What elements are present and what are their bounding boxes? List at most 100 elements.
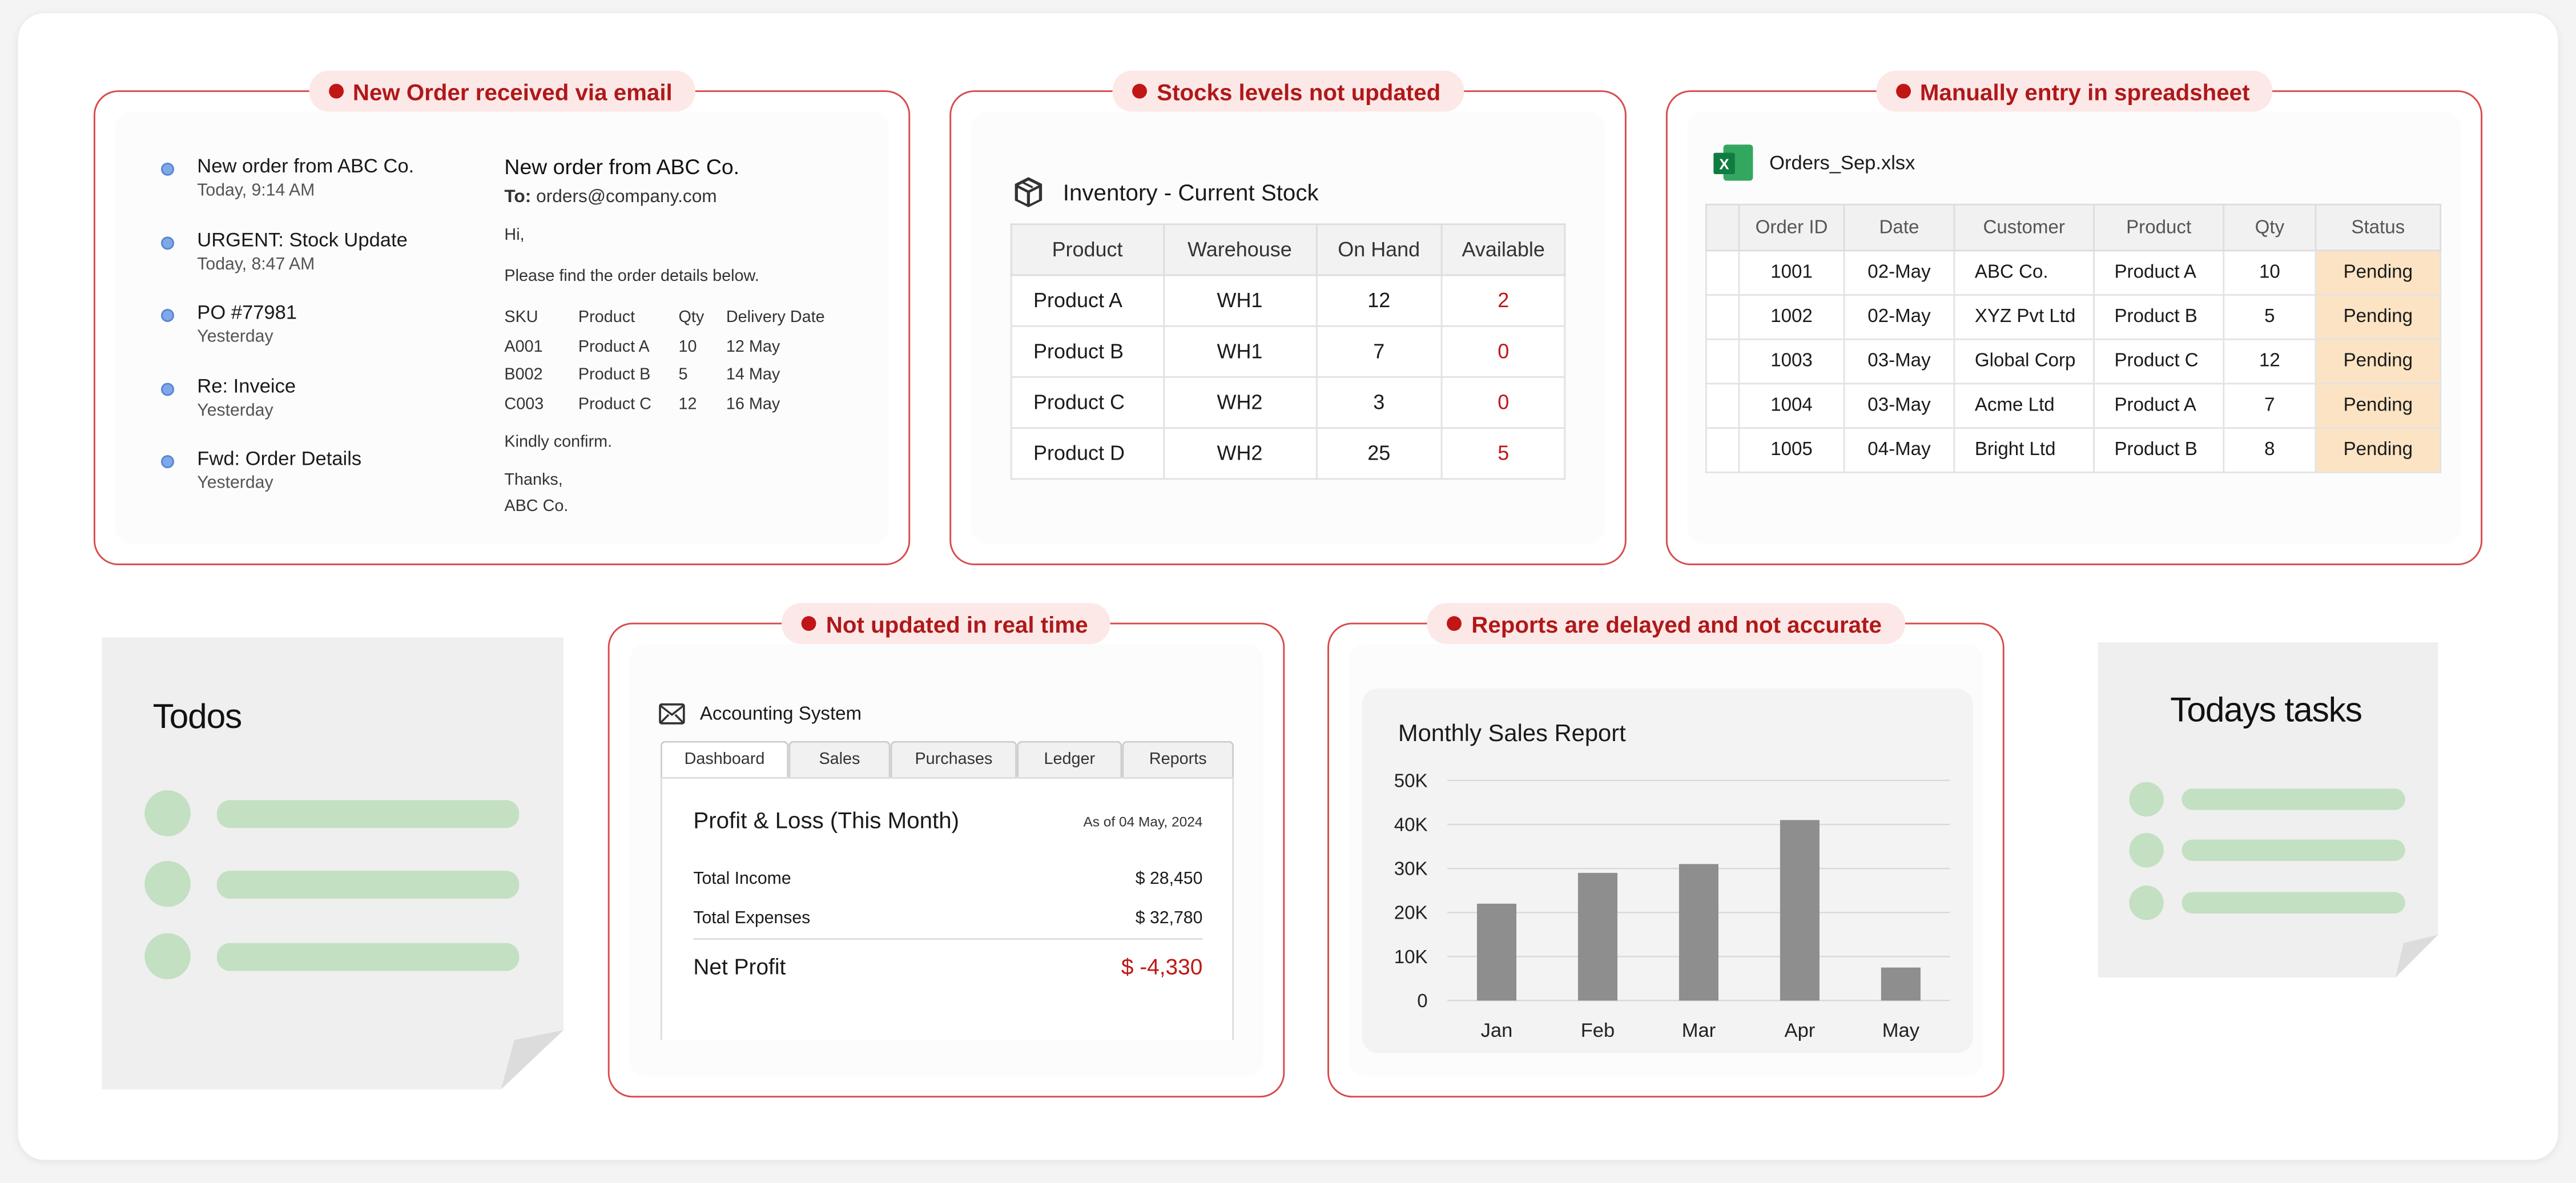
row-handle[interactable] — [1705, 383, 1740, 429]
report-pill: Reports are delayed and not accurate — [1427, 603, 1905, 645]
unread-dot-icon — [161, 162, 175, 176]
tab-purchases[interactable]: Purchases — [890, 741, 1017, 778]
x-tick-label: Mar — [1682, 1020, 1716, 1041]
email-list-item[interactable]: URGENT: Stock Update Today, 8:47 AM — [161, 228, 440, 301]
sheet-cell[interactable]: 02-May — [1843, 250, 1955, 296]
tab-ledger[interactable]: Ledger — [1017, 741, 1122, 778]
task-placeholder-bar — [2181, 839, 2405, 861]
sheet-cell[interactable]: Pending — [2315, 294, 2442, 340]
sheet-cell[interactable]: XYZ Pvt Ltd — [1953, 294, 2095, 340]
alert-dot-icon — [801, 616, 816, 631]
email-list-item[interactable]: Re: Inveice Yesterday — [161, 374, 440, 447]
spreadsheet-app: X Orders_Sep.xlsx Order ID Date Customer Pr… — [1687, 111, 2461, 544]
row-handle[interactable] — [1705, 203, 1740, 252]
sheet-cell[interactable]: Product A — [2093, 383, 2225, 429]
sheet-cell[interactable]: 1005 — [1738, 427, 1845, 473]
sheet-cell[interactable]: 03-May — [1843, 338, 1955, 385]
to-address: orders@company.com — [536, 187, 717, 207]
sheet-cell[interactable]: 5 — [2223, 294, 2317, 340]
sheet-row: 1005 04-May Bright Ltd Product B 8 Pending — [1705, 427, 2442, 473]
sheet-cell[interactable]: Pending — [2315, 338, 2442, 385]
divider — [693, 938, 1203, 940]
pill-label: Reports are delayed and not accurate — [1471, 610, 1882, 637]
sku-cell: Product B — [578, 367, 651, 385]
sheet-cell[interactable]: 03-May — [1843, 383, 1955, 429]
sheet-cell[interactable]: 1004 — [1738, 383, 1845, 429]
sheet-cell[interactable]: Product C — [2093, 338, 2225, 385]
sheet-cell[interactable]: Pending — [2315, 250, 2442, 296]
row-handle[interactable] — [1705, 338, 1740, 385]
box-icon — [1015, 177, 1043, 208]
sku-cell: 5 — [678, 367, 688, 385]
y-tick-label: 10K — [1394, 947, 1428, 968]
sheet-header-cell[interactable]: Status — [2315, 203, 2442, 252]
sales-report-card: Monthly Sales Report 0 10K 20K 30K 40K 50K Jan… — [1362, 688, 1973, 1053]
sheet-cell[interactable]: 1001 — [1738, 250, 1845, 296]
unread-dot-icon — [161, 382, 175, 396]
inventory-header-row: Product Warehouse On Hand Available — [1010, 223, 1566, 276]
inventory-cell: 5 — [1441, 427, 1566, 480]
sheet-cell[interactable]: 04-May — [1843, 427, 1955, 473]
email-item-title: PO #77981 — [197, 300, 297, 324]
tab-reports[interactable]: Reports — [1122, 741, 1234, 778]
inventory-header: Inventory - Current Stock — [1011, 174, 1319, 210]
task-item — [2129, 886, 2405, 920]
sheet-cell[interactable]: Product B — [2093, 294, 2225, 340]
sheet-cell[interactable]: 1003 — [1738, 338, 1845, 385]
sheet-cell[interactable]: 10 — [2223, 250, 2317, 296]
sheet-row: 1001 02-May ABC Co. Product A 10 Pending — [1705, 250, 2442, 296]
inventory-cell: 0 — [1441, 325, 1566, 378]
inventory-cell: 3 — [1315, 376, 1443, 429]
sheet-cell[interactable]: Bright Ltd — [1953, 427, 2095, 473]
bar-mar[interactable] — [1679, 864, 1718, 1001]
row-handle[interactable] — [1705, 294, 1740, 340]
sheet-cell[interactable]: Product B — [2093, 427, 2225, 473]
sku-header-cell: SKU — [504, 309, 538, 328]
sheet-cell[interactable]: Acme Ltd — [1953, 383, 2095, 429]
sheet-cell[interactable]: ABC Co. — [1953, 250, 2095, 296]
sheet-cell[interactable]: 7 — [2223, 383, 2317, 429]
sheet-header-cell[interactable]: Order ID — [1738, 203, 1845, 252]
sheet-header-cell[interactable]: Qty — [2223, 203, 2317, 252]
sheet-cell[interactable]: 12 — [2223, 338, 2317, 385]
email-item-date: Yesterday — [197, 327, 273, 347]
inventory-cell: 7 — [1315, 325, 1443, 378]
email-subject: New order from ABC Co. — [504, 154, 740, 179]
sheet-header-cell[interactable]: Date — [1843, 203, 1955, 252]
tab-dashboard[interactable]: Dashboard — [660, 741, 789, 778]
inventory-header-cell: Available — [1441, 223, 1566, 276]
bar-jan[interactable] — [1476, 903, 1517, 1001]
sheet-cell[interactable]: 02-May — [1843, 294, 1955, 340]
row-handle[interactable] — [1705, 250, 1740, 296]
y-tick-label: 40K — [1394, 814, 1428, 835]
sheet-header-cell[interactable]: Product — [2093, 203, 2225, 252]
inventory-pill: Stocks levels not updated — [1112, 70, 1464, 112]
sheet-cell[interactable]: Pending — [2315, 427, 2442, 473]
inventory-header-cell: On Hand — [1315, 223, 1443, 276]
todo-item — [144, 790, 520, 836]
email-list-item[interactable]: New order from ABC Co. Today, 9:14 AM — [161, 154, 440, 227]
pill-label: New Order received via email — [352, 78, 673, 104]
file-name[interactable]: Orders_Sep.xlsx — [1769, 151, 1915, 175]
email-list-item[interactable]: Fwd: Order Details Yesterday — [161, 447, 440, 520]
bar-may[interactable] — [1881, 967, 1921, 1001]
task-placeholder-bar — [2181, 892, 2405, 914]
todo-checkbox-icon — [144, 790, 191, 836]
row-handle[interactable] — [1705, 427, 1740, 473]
sheet-cell[interactable]: Global Corp — [1953, 338, 2095, 385]
unread-dot-icon — [161, 235, 175, 249]
email-item-date: Yesterday — [197, 473, 273, 493]
sheet-cell[interactable]: Product A — [2093, 250, 2225, 296]
sheet-cell[interactable]: Pending — [2315, 383, 2442, 429]
sku-cell: B002 — [504, 367, 543, 385]
sheet-cell[interactable]: 8 — [2223, 427, 2317, 473]
inventory-cell: WH1 — [1162, 325, 1317, 378]
email-list-item[interactable]: PO #77981 Yesterday — [161, 301, 440, 374]
sku-header-cell: Qty — [678, 309, 705, 328]
tab-sales[interactable]: Sales — [788, 741, 891, 778]
bar-apr[interactable] — [1780, 820, 1820, 1001]
bar-feb[interactable] — [1577, 872, 1617, 1001]
y-tick-label: 20K — [1394, 903, 1428, 924]
sheet-cell[interactable]: 1002 — [1738, 294, 1845, 340]
sheet-header-cell[interactable]: Customer — [1953, 203, 2095, 252]
